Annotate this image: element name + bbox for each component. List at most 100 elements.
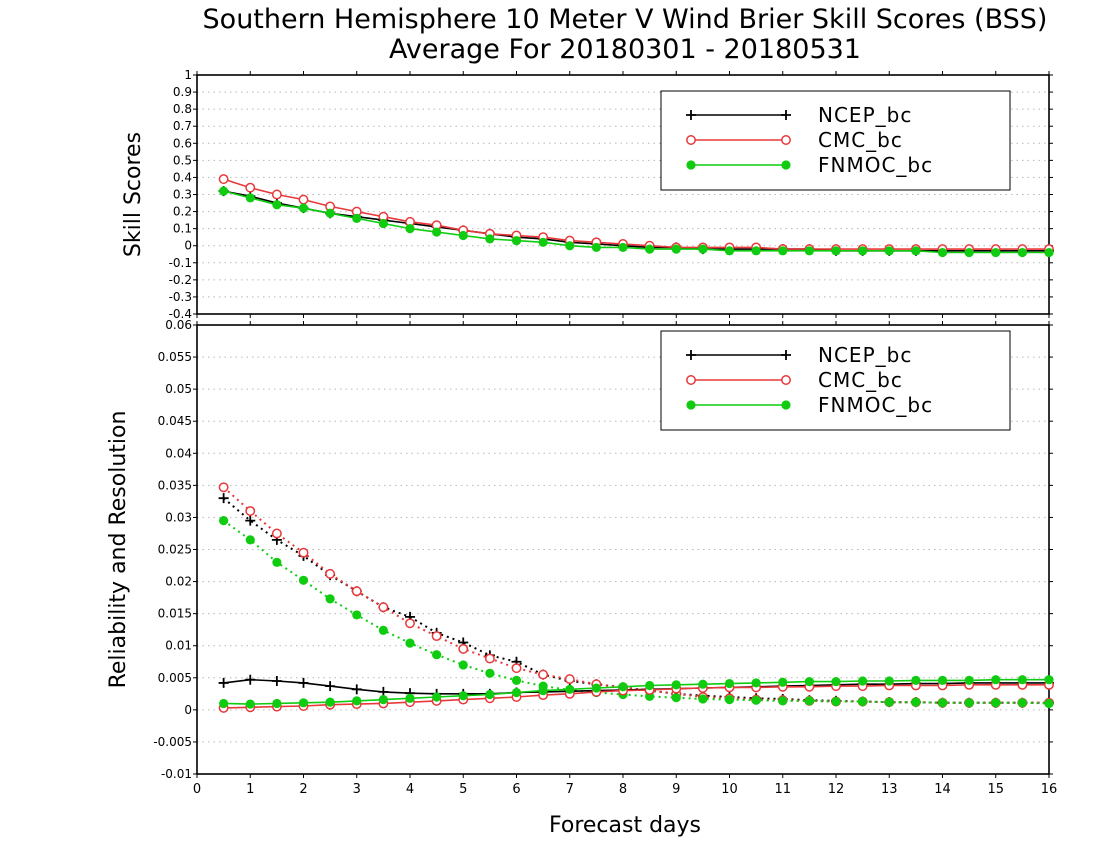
data-point [538, 669, 549, 680]
data-point [964, 675, 974, 685]
y-tick-label: 0.035 [158, 478, 192, 492]
data-point [991, 698, 1001, 708]
series-line [222, 497, 1049, 704]
data-point [724, 694, 735, 705]
data-point [618, 682, 628, 692]
series-fnmoc-bc [219, 516, 1054, 709]
data-point [1044, 698, 1054, 709]
data-point [378, 218, 388, 229]
data-point [937, 247, 948, 258]
data-point [858, 676, 868, 686]
data-point [298, 547, 309, 558]
plot-frame [196, 324, 1050, 775]
data-point [298, 698, 309, 708]
data-point [724, 246, 735, 256]
data-point [245, 515, 256, 526]
legend-marker [781, 375, 791, 385]
data-point [804, 246, 814, 256]
y-tick-label: 0.06 [165, 318, 192, 332]
legend-item-ncep-bc: NCEP_bc [686, 103, 912, 127]
series-ncep-bc [218, 493, 1054, 708]
data-point [405, 693, 415, 703]
data-point [831, 696, 841, 707]
data-point [884, 246, 894, 256]
y-tick-label: 0.025 [158, 543, 192, 557]
x-tick-label: 11 [774, 782, 791, 797]
data-point [245, 182, 256, 193]
data-point [911, 675, 921, 685]
data-point [511, 235, 522, 246]
legend-item-cmc-bc: CMC_bc [686, 368, 902, 392]
legend-marker [686, 350, 696, 360]
plot-panel-2: -0.01 -0.005 0 0.005 0.01 0.015 0.02 0.025 0.03 0… [106, 318, 1057, 797]
data-point [1017, 698, 1027, 708]
y-tick-label: 0.04 [165, 446, 192, 460]
data-point [485, 689, 495, 700]
data-point [458, 230, 468, 241]
data-point [564, 674, 575, 685]
data-point [405, 638, 415, 648]
y-tick-label: 0.6 [173, 136, 192, 150]
y-tick-label: 0 [184, 239, 192, 253]
series-cmc-bc [218, 482, 1054, 708]
x-tick-label: 8 [619, 782, 627, 797]
x-tick-label: 1 [246, 782, 254, 797]
data-point [511, 687, 522, 698]
data-point [937, 698, 948, 708]
data-point [991, 247, 1001, 258]
data-point [325, 208, 335, 218]
legend-item-fnmoc-bc: FNMOC_bc [686, 393, 932, 417]
data-point [219, 516, 229, 526]
legend-marker [686, 135, 696, 145]
data-point [298, 203, 309, 213]
data-point [298, 677, 309, 688]
data-point [671, 244, 681, 254]
y-tick-label: 0.2 [173, 205, 192, 219]
x-tick-label: 15 [987, 782, 1004, 797]
data-point [751, 246, 761, 256]
data-point [1044, 247, 1054, 258]
y-axis-label: Skill Scores [121, 132, 146, 257]
data-point [751, 695, 761, 705]
x-tick-label: 14 [934, 782, 951, 797]
data-point [485, 668, 495, 678]
data-point [884, 697, 894, 707]
data-point [964, 247, 974, 258]
data-point [511, 663, 522, 674]
data-point [218, 174, 229, 185]
data-point [591, 242, 601, 253]
data-point [432, 227, 442, 237]
data-point [405, 618, 415, 629]
data-point [858, 696, 868, 707]
data-point [271, 675, 282, 686]
series-line [223, 519, 1050, 705]
chart-title: Southern Hemisphere 10 Meter V Wind Brie… [203, 4, 1048, 35]
data-point [271, 189, 282, 200]
data-point [618, 242, 628, 253]
data-point [804, 696, 814, 706]
y-tick-label: 0.045 [158, 414, 192, 428]
y-tick-label: 0.055 [158, 350, 192, 364]
data-point [698, 679, 708, 689]
legend-marker [781, 110, 791, 120]
y-tick-label: 0.7 [173, 119, 192, 133]
data-point [352, 696, 362, 706]
y-tick-label: 0.01 [165, 639, 192, 653]
y-tick-label: -0.005 [153, 735, 192, 749]
y-tick-label: 0.4 [173, 170, 192, 184]
series-line [223, 190, 1049, 254]
legend-label: NCEP_bc [818, 103, 912, 127]
data-point [325, 681, 336, 692]
y-tick-label: -0.1 [169, 256, 192, 270]
data-point [378, 625, 388, 635]
data-point [218, 677, 229, 688]
data-point [1017, 247, 1027, 258]
x-tick-label: 3 [353, 782, 361, 797]
data-point [778, 696, 788, 706]
data-point [298, 194, 309, 205]
legend-marker [686, 110, 696, 120]
data-point [378, 602, 389, 613]
data-point [645, 244, 655, 254]
y-tick-label: 1 [184, 68, 192, 82]
